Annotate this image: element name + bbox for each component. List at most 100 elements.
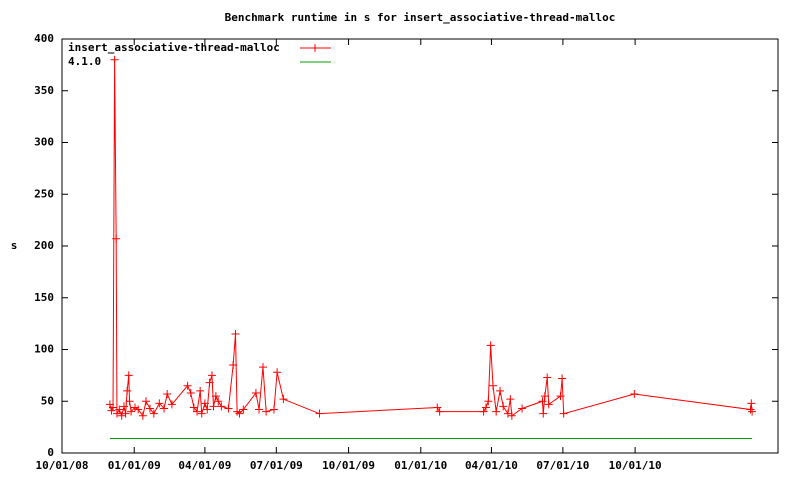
point-marker — [558, 374, 567, 383]
point-marker — [235, 409, 244, 418]
point-marker — [556, 392, 565, 401]
point-marker — [492, 407, 501, 416]
legend-label: insert_associative-thread-malloc — [68, 41, 280, 54]
point-marker — [484, 397, 493, 406]
point-marker — [544, 400, 553, 409]
point-marker — [262, 407, 271, 416]
point-marker — [109, 403, 118, 412]
point-marker — [125, 397, 134, 406]
point-marker — [229, 361, 238, 370]
point-marker — [200, 399, 209, 408]
point-marker — [207, 371, 216, 380]
y-tick-label: 350 — [34, 84, 54, 97]
y-tick-label: 100 — [34, 343, 54, 356]
point-marker — [163, 390, 172, 399]
point-marker — [269, 405, 278, 414]
point-marker — [518, 404, 527, 413]
point-marker — [239, 405, 248, 414]
point-marker — [112, 234, 121, 243]
point-marker — [538, 397, 547, 406]
point-marker — [196, 386, 205, 395]
point-marker — [209, 402, 218, 411]
point-marker — [186, 388, 195, 397]
x-tick-label: 01/01/09 — [108, 459, 161, 472]
point-marker — [115, 405, 124, 414]
point-marker — [543, 373, 552, 382]
point-marker — [748, 407, 757, 416]
point-marker — [251, 388, 260, 397]
point-marker — [193, 407, 202, 416]
point-marker — [149, 409, 158, 418]
x-tick-label: 10/01/10 — [609, 459, 662, 472]
point-marker — [124, 371, 133, 380]
point-marker — [506, 395, 515, 404]
point-marker — [117, 411, 126, 420]
y-tick-label: 300 — [34, 136, 54, 149]
point-marker — [189, 403, 198, 412]
point-marker — [155, 399, 164, 408]
point-marker — [224, 404, 233, 413]
x-tick-label: 07/01/10 — [536, 459, 589, 472]
legend-label: 4.1.0 — [68, 55, 101, 68]
point-marker — [503, 409, 512, 418]
point-marker — [112, 409, 121, 418]
point-marker — [499, 402, 508, 411]
point-marker — [481, 403, 490, 412]
point-marker — [127, 407, 136, 416]
point-marker — [205, 378, 214, 387]
point-marker — [183, 381, 192, 390]
point-marker — [121, 409, 130, 418]
x-tick-label: 04/01/10 — [465, 459, 518, 472]
plot-border — [61, 38, 779, 454]
point-marker — [279, 395, 288, 404]
point-marker — [747, 399, 756, 408]
point-marker — [435, 407, 444, 416]
point-marker — [540, 392, 549, 401]
point-marker — [138, 411, 147, 420]
point-marker — [496, 386, 505, 395]
point-marker — [160, 404, 169, 413]
point-marker — [231, 329, 240, 338]
point-marker — [486, 341, 495, 350]
x-tick-label: 07/01/09 — [250, 459, 303, 472]
x-tick-label: 10/01/08 — [36, 459, 89, 472]
point-marker — [214, 397, 223, 406]
y-tick-label: 250 — [34, 187, 54, 200]
point-marker — [255, 405, 264, 414]
point-marker — [311, 44, 319, 52]
point-marker — [142, 397, 151, 406]
point-marker — [123, 386, 132, 395]
point-marker — [539, 409, 548, 418]
point-marker — [211, 392, 220, 401]
point-marker — [479, 407, 488, 416]
y-tick-label: 150 — [34, 291, 54, 304]
point-marker — [559, 409, 568, 418]
point-marker — [507, 411, 516, 420]
point-marker — [258, 363, 267, 372]
y-tick-label: 200 — [34, 239, 54, 252]
point-marker — [315, 409, 324, 418]
point-marker — [145, 404, 154, 413]
point-marker — [120, 402, 129, 411]
x-tick-label: 04/01/09 — [178, 459, 231, 472]
point-marker — [197, 409, 206, 418]
point-marker — [134, 405, 143, 414]
y-tick-label: 50 — [41, 394, 54, 407]
point-marker — [433, 403, 442, 412]
point-marker — [110, 55, 119, 64]
chart-title: Benchmark runtime in s for insert_associ… — [225, 11, 616, 24]
point-marker — [217, 402, 226, 411]
x-tick-label: 10/01/09 — [322, 459, 375, 472]
point-marker — [273, 368, 282, 377]
y-tick-label: 0 — [47, 446, 54, 459]
x-tick-label: 01/01/10 — [394, 459, 447, 472]
point-marker — [167, 400, 176, 409]
point-marker — [203, 405, 212, 414]
y-axis-label: s — [11, 239, 18, 252]
point-marker — [630, 390, 639, 399]
y-tick-label: 400 — [34, 32, 54, 45]
point-marker — [489, 381, 498, 390]
series-line — [109, 59, 753, 418]
